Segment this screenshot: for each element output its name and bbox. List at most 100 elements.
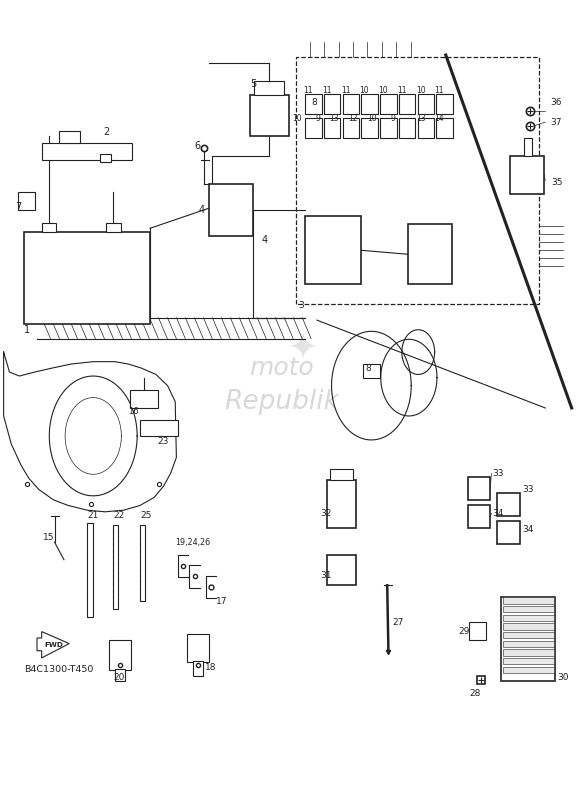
Bar	[503, 650, 554, 656]
Text: 18: 18	[204, 663, 216, 672]
Text: 7: 7	[15, 202, 22, 212]
Text: 11: 11	[434, 86, 444, 95]
Bar	[469, 622, 485, 639]
Bar	[193, 661, 203, 675]
Bar	[100, 154, 111, 162]
Text: 15: 15	[43, 533, 55, 542]
Text: 23: 23	[158, 437, 169, 446]
Bar	[109, 639, 131, 670]
Text: 10: 10	[360, 86, 369, 95]
Bar	[324, 118, 340, 138]
Bar	[18, 192, 35, 210]
Text: FWD: FWD	[44, 642, 63, 648]
Bar	[503, 614, 554, 621]
Text: 17: 17	[216, 597, 228, 606]
Bar	[328, 555, 356, 586]
Bar	[305, 118, 322, 138]
Text: 34: 34	[522, 525, 533, 534]
Bar	[59, 131, 80, 143]
Bar	[503, 658, 554, 665]
Bar	[510, 156, 544, 194]
Text: 8: 8	[311, 98, 317, 107]
Text: Republik: Republik	[224, 389, 339, 414]
Text: 8: 8	[365, 363, 371, 373]
Text: 25: 25	[140, 511, 151, 520]
Text: 16: 16	[129, 407, 139, 417]
Text: 28: 28	[470, 690, 481, 698]
Bar	[497, 494, 519, 516]
Bar	[328, 480, 356, 528]
Bar	[254, 81, 284, 95]
Text: 9: 9	[390, 114, 396, 122]
Bar	[106, 222, 121, 232]
Bar	[362, 118, 378, 138]
Text: 13: 13	[416, 114, 426, 122]
Bar	[503, 598, 554, 604]
Text: 36: 36	[550, 98, 562, 107]
Text: 10: 10	[378, 86, 388, 95]
Text: moto: moto	[249, 356, 314, 380]
Text: 37: 37	[550, 118, 562, 126]
Text: 1: 1	[24, 325, 31, 334]
Bar	[380, 94, 397, 114]
Text: ✦: ✦	[287, 331, 318, 365]
Text: 31: 31	[320, 571, 331, 580]
Bar	[343, 94, 359, 114]
Text: B4C1300-T450: B4C1300-T450	[24, 666, 93, 674]
Bar	[436, 94, 453, 114]
Text: 11: 11	[341, 86, 350, 95]
Text: 20: 20	[113, 674, 124, 682]
Bar	[305, 216, 361, 284]
Bar	[436, 118, 453, 138]
Bar	[503, 606, 554, 612]
Text: 34: 34	[492, 509, 504, 518]
Bar	[305, 94, 322, 114]
Bar	[330, 469, 353, 480]
Text: 9: 9	[316, 114, 321, 122]
Text: 6: 6	[194, 141, 200, 151]
Text: 4: 4	[198, 205, 205, 215]
Text: 10: 10	[416, 86, 426, 95]
Bar	[497, 522, 519, 544]
Bar	[417, 118, 434, 138]
Bar	[468, 506, 490, 528]
Bar	[501, 598, 555, 681]
Bar	[408, 224, 451, 284]
Text: 11: 11	[303, 86, 313, 95]
Text: 35: 35	[551, 178, 563, 187]
Bar	[380, 118, 397, 138]
Bar	[343, 118, 359, 138]
Bar	[503, 632, 554, 638]
Polygon shape	[37, 631, 69, 658]
Text: 19,24,26: 19,24,26	[175, 538, 210, 546]
Bar	[87, 523, 93, 618]
Text: 30: 30	[557, 674, 569, 682]
Bar	[362, 94, 378, 114]
Bar	[42, 143, 133, 161]
Bar	[140, 420, 178, 436]
Text: 12: 12	[349, 114, 358, 122]
Text: 10: 10	[292, 114, 302, 122]
Bar	[208, 184, 252, 236]
Bar	[524, 138, 532, 156]
Text: 22: 22	[113, 511, 124, 520]
Bar	[115, 669, 126, 681]
Bar	[503, 623, 554, 630]
Text: 3: 3	[298, 302, 304, 310]
Text: 14: 14	[434, 114, 444, 122]
Text: 11: 11	[397, 86, 407, 95]
Bar	[503, 641, 554, 647]
Bar	[468, 478, 490, 500]
Bar	[503, 666, 554, 673]
Text: 4: 4	[261, 235, 268, 246]
Text: 29: 29	[458, 627, 470, 636]
Bar	[130, 390, 158, 408]
Text: 13: 13	[329, 114, 339, 122]
Bar	[399, 94, 416, 114]
Text: 10: 10	[367, 114, 377, 122]
Text: 2: 2	[103, 127, 109, 138]
Bar	[324, 94, 340, 114]
Text: 33: 33	[522, 485, 534, 494]
Bar	[399, 118, 416, 138]
Bar	[187, 634, 209, 662]
